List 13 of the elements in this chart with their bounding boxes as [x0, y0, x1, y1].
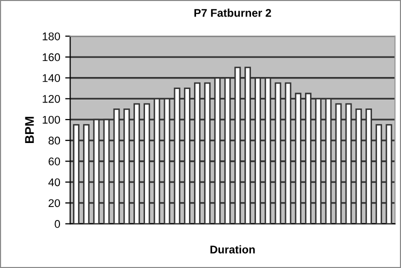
y-tick-label: 120 — [42, 94, 60, 103]
x-axis-title: Duration — [210, 245, 255, 254]
y-tick-label: 180 — [42, 32, 60, 40]
y-tick-label: 80 — [48, 136, 60, 145]
y-tick-label: 140 — [42, 74, 60, 82]
y-tick-label: 20 — [48, 199, 60, 208]
y-axis-title: BPM — [25, 116, 34, 144]
chart-title: P7 Fatburner 2 — [194, 8, 272, 17]
y-tick-label: 40 — [48, 178, 60, 186]
y-tick-label: 160 — [42, 53, 60, 62]
y-tick-label: 100 — [42, 116, 60, 124]
y-tick-label: 60 — [48, 158, 60, 166]
y-tick-label: 0 — [54, 220, 60, 228]
